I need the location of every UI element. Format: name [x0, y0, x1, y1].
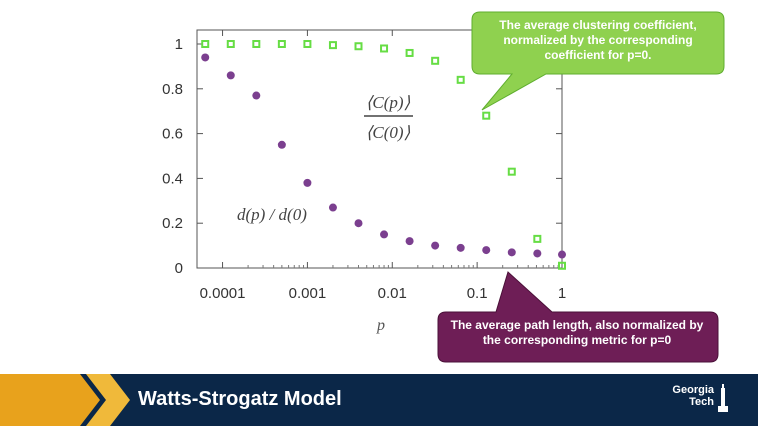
clustering-point	[533, 234, 542, 243]
path-length-callout-text: The average path length, also normalized…	[450, 318, 704, 347]
clustering-ratio-label: ⟨C(p)⟩ ⟨C(0)⟩	[364, 93, 413, 142]
path-length-series	[201, 53, 566, 259]
path-length-point	[405, 237, 414, 246]
x-tick-label: 1	[558, 285, 566, 302]
path-length-point	[533, 249, 542, 258]
tech-tower-icon	[718, 384, 728, 412]
y-tick-label: 0.6	[162, 126, 183, 143]
logo-line-2: Tech	[689, 396, 714, 408]
path-length-point	[226, 71, 235, 80]
path-length-callout	[437, 271, 719, 363]
clustering-point	[482, 111, 491, 120]
x-axis: 0.0001 0.001 0.01 0.1 1	[200, 30, 566, 302]
path-length-point	[456, 243, 465, 252]
clustering-point	[405, 48, 414, 57]
y-tick-label: 0.8	[162, 81, 183, 98]
y-axis: 0 0.2 0.4 0.6 0.8 1	[162, 36, 562, 277]
path-length-point	[252, 91, 261, 100]
clustering-point	[303, 40, 312, 48]
path-length-point	[303, 178, 312, 187]
path-length-point	[201, 53, 210, 62]
path-length-point	[380, 230, 389, 239]
x-axis-label: p	[376, 317, 385, 334]
path-length-point	[354, 219, 363, 228]
x-tick-label: 0.0001	[200, 285, 246, 302]
path-length-point	[277, 140, 286, 149]
y-tick-label: 1	[175, 36, 183, 53]
clustering-point	[277, 40, 286, 48]
clustering-point	[380, 44, 389, 53]
path-length-point	[328, 203, 337, 212]
x-tick-label: 0.01	[378, 285, 407, 302]
path-length-point	[507, 248, 516, 257]
clustering-point	[201, 40, 210, 48]
x-tick-label: 0.001	[289, 285, 327, 302]
logo-line-1: Georgia	[672, 384, 714, 396]
path-length-point	[482, 246, 491, 255]
slide-title: Watts-Strogatz Model	[138, 388, 342, 410]
clustering-point	[354, 42, 363, 51]
footer-bar: Watts-Strogatz Model Georgia Tech	[0, 374, 758, 426]
georgia-tech-logo: Georgia Tech	[662, 384, 714, 408]
clustering-ratio-numerator: ⟨C(p)⟩	[366, 93, 411, 112]
clustering-point	[252, 40, 261, 48]
footer-chevron-icon	[0, 374, 130, 426]
clustering-point	[431, 56, 440, 65]
x-tick-label: 0.1	[467, 285, 488, 302]
y-tick-label: 0.4	[162, 170, 183, 187]
clustering-callout	[471, 11, 725, 111]
clustering-point	[507, 167, 516, 176]
clustering-callout-text: The average clustering coefficient, norm…	[499, 18, 697, 62]
y-tick-label: 0	[175, 260, 183, 277]
clustering-point	[226, 40, 235, 48]
y-tick-label: 0.2	[162, 215, 183, 232]
path-length-point	[558, 250, 566, 259]
path-length-ratio-label: d(p) / d(0)	[237, 205, 307, 224]
path-length-point	[431, 241, 440, 250]
clustering-point	[456, 75, 465, 84]
clustering-series	[201, 40, 566, 270]
clustering-ratio-denominator: ⟨C(0)⟩	[366, 123, 411, 142]
clustering-point	[328, 41, 337, 50]
clustering-point	[558, 261, 566, 270]
